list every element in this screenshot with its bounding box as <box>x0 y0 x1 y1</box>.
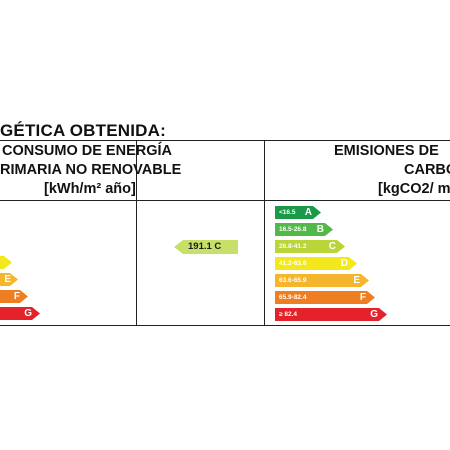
emisiones-class-g-letter: G <box>370 309 378 320</box>
consumo-class-e-letter: E <box>4 274 11 285</box>
emisiones-class-b-arrow: 16.5-26.8 B <box>275 223 333 236</box>
header-divider <box>0 200 450 201</box>
emisiones-class-d-range: 41.2-63.6 <box>279 260 307 267</box>
consumo-header-line1: CONSUMO DE ENERGÍA <box>2 143 172 159</box>
emisiones-header-line2: CARBO <box>404 162 450 178</box>
emisiones-unit: [kgCO2/ m <box>378 181 450 197</box>
emisiones-class-a-range: <16.5 <box>279 209 296 216</box>
emisiones-class-c-range: 26.8-41.2 <box>279 243 307 250</box>
column-divider-2 <box>264 140 265 326</box>
consumo-unit: [kWh/m² año] <box>44 181 136 197</box>
emisiones-class-d-arrow: 41.2-63.6 D <box>275 257 357 270</box>
consumo-value: 191.1 C <box>188 241 222 252</box>
emisiones-class-b-letter: B <box>316 224 324 235</box>
emisiones-class-f-letter: F <box>359 292 366 303</box>
emisiones-header-line1: EMISIONES DE <box>334 143 439 159</box>
consumo-class-e-arrow: E <box>0 273 18 286</box>
emisiones-class-b-range: 16.5-26.8 <box>279 226 307 233</box>
section-title: GÉTICA OBTENIDA: <box>0 121 166 140</box>
emisiones-class-e-range: 63.6-65.9 <box>279 277 307 284</box>
emisiones-class-d-letter: D <box>340 258 348 269</box>
emisiones-class-g-arrow: ≥ 82.4 G <box>275 308 387 321</box>
rating-table <box>0 140 450 326</box>
emisiones-class-c-arrow: 26.8-41.2 C <box>275 240 345 253</box>
emisiones-class-f-range: 65.9-82.4 <box>279 294 307 301</box>
consumo-class-g-arrow: G <box>0 307 40 320</box>
emisiones-class-e-letter: E <box>353 275 360 286</box>
emisiones-class-a-letter: A <box>304 207 312 218</box>
emisiones-class-c-letter: C <box>328 241 336 252</box>
consumo-header-line2: RIMARIA NO RENOVABLE <box>0 162 182 178</box>
emisiones-class-a-arrow: <16.5 A <box>275 206 321 219</box>
consumo-class-f-arrow: F <box>0 290 28 303</box>
consumo-class-f-letter: F <box>13 291 20 302</box>
emisiones-class-f-arrow: 65.9-82.4 F <box>275 291 375 304</box>
column-divider-1 <box>136 140 137 326</box>
emisiones-class-e-arrow: 63.6-65.9 E <box>275 274 369 287</box>
emisiones-class-g-range: ≥ 82.4 <box>279 311 298 318</box>
consumo-value-badge: 191.1 C <box>174 240 238 254</box>
consumo-class-g-letter: G <box>24 308 32 319</box>
